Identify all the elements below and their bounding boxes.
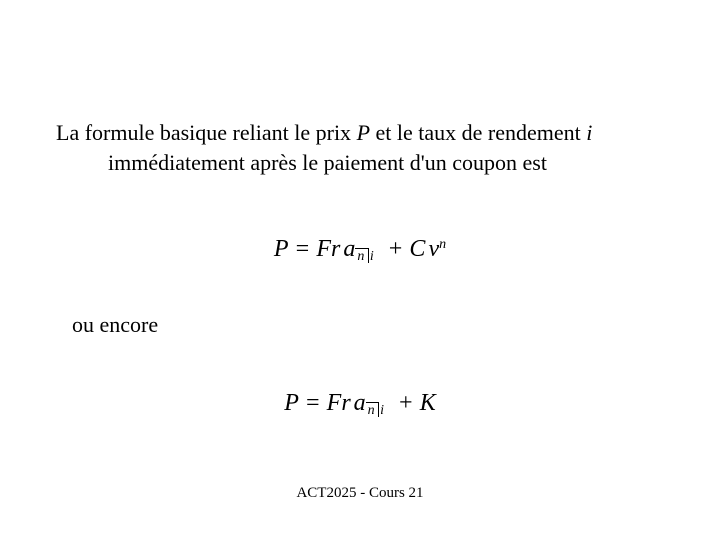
formula-1: P = Frani + Cνn: [0, 236, 720, 265]
f2-t1a: Fr: [327, 390, 351, 416]
f1-angle-i: i: [370, 249, 374, 264]
f1-angle: ni: [355, 249, 374, 264]
slide: La formule basique reliant le prix P et …: [0, 0, 720, 540]
f1-plus: +: [381, 236, 409, 262]
intro-pre: La formule basique reliant le prix: [56, 120, 357, 145]
f1-t1a: Fr: [316, 236, 340, 262]
intro-line2: immédiatement après le paiement d'un cou…: [56, 150, 547, 175]
f1-t2b: ν: [428, 236, 439, 262]
intro-var-p: P: [357, 120, 370, 145]
intro-var-i: i: [586, 120, 592, 145]
f1-t2a: C: [409, 236, 425, 262]
f2-t1b: a: [354, 390, 366, 416]
f2-angle-n: n: [368, 403, 376, 418]
f2-plus: +: [392, 390, 420, 416]
f1-eq: =: [288, 236, 316, 262]
footer-text: ACT2025 - Cours 21: [0, 485, 720, 502]
f1-exp: n: [439, 237, 446, 252]
f2-t2: K: [420, 390, 436, 416]
f1-lhs: P: [274, 236, 288, 262]
f1-angle-n: n: [357, 249, 365, 264]
formula-2: P = Frani + K: [0, 390, 720, 419]
f2-angle-i: i: [380, 403, 384, 418]
intro-text: La formule basique reliant le prix P et …: [56, 118, 666, 177]
f2-eq: =: [298, 390, 326, 416]
f2-lhs: P: [284, 390, 298, 416]
f2-angle: ni: [366, 403, 385, 418]
f1-t1b: a: [343, 236, 355, 262]
intro-mid: et le taux de rendement: [370, 120, 586, 145]
connector-text: ou encore: [72, 312, 158, 338]
